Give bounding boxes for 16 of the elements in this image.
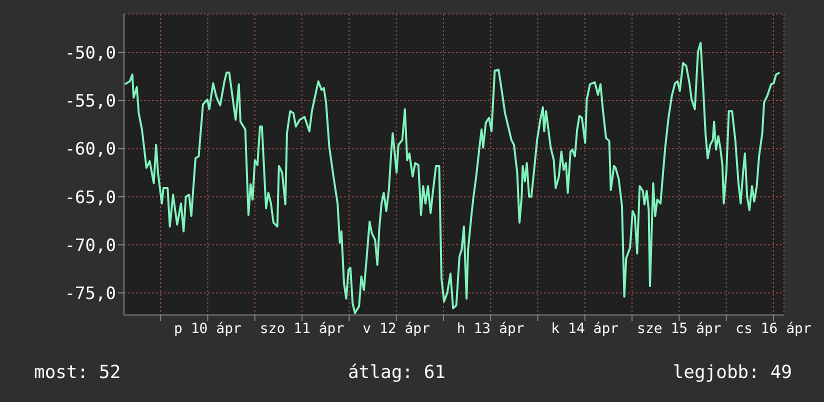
- y-tick-label: -70,0: [64, 236, 116, 256]
- y-tick-label: -50,0: [64, 44, 116, 64]
- y-tick-label: -55,0: [64, 92, 116, 112]
- x-tick-label: sze 15 ápr: [637, 320, 722, 337]
- x-tick-label: p 10 ápr: [174, 320, 242, 337]
- text: most: 52: [34, 362, 121, 383]
- x-tick-label: k 14 ápr: [551, 320, 619, 337]
- y-tick-label: -65,0: [64, 188, 116, 208]
- text: átlag: 61: [348, 362, 446, 383]
- x-tick-label: h 13 ápr: [456, 320, 524, 337]
- y-tick-label: -60,0: [64, 140, 116, 160]
- x-tick-label: szo 11 ápr: [260, 320, 344, 337]
- x-tick-label: v 12 ápr: [362, 320, 430, 337]
- text: legjobb: 49: [672, 362, 792, 383]
- x-tick-label: cs 16 ápr: [736, 320, 812, 337]
- y-tick-label: -75,0: [64, 284, 116, 304]
